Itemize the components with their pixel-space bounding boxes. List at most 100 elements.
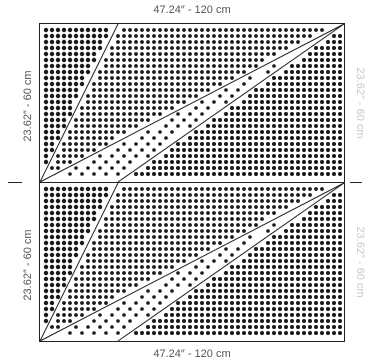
perforation-dot [308,241,312,245]
perforation-dot [194,160,198,164]
perforation-dot [146,211,150,215]
perforation-dot [55,63,61,69]
perforation-dot [140,46,144,50]
perforation-dot [170,70,174,74]
perforation-dot [266,124,270,128]
perforation-dot [188,82,192,86]
perforation-dot [182,199,186,203]
perforation-dot [152,82,156,86]
perforation-dot [176,76,180,80]
perforation-dot [176,40,180,44]
perforation-dot [116,64,120,68]
perforation-dot [134,247,138,251]
perforation-dot [128,307,132,311]
bottom-panel-dots [43,186,342,335]
perforation-dot [188,94,192,98]
perforation-dot [158,46,162,50]
perforation-dot [194,247,198,251]
perforation-dot [278,283,282,287]
perforation-dot [49,99,55,105]
perforation-dot [308,319,312,323]
perforation-dot [320,325,324,329]
perforation-dot [67,186,73,192]
perforation-dot [164,199,168,203]
perforation-dot [86,301,90,305]
perforation-dot [266,259,270,263]
perforation-dot [284,142,288,146]
perforation-dot [290,94,294,98]
perforation-dot [182,205,186,209]
perforation-dot [164,106,168,110]
perforation-dot [188,46,192,50]
perforation-dot [200,205,204,209]
perforation-dot [218,94,222,98]
perforation-dot [254,166,258,170]
perforation-dot [116,307,120,311]
perforation-dot [80,301,84,305]
perforation-dot [290,106,294,110]
perforation-dot [224,52,228,56]
perforation-dot [212,70,216,74]
perforation-dot [308,271,312,275]
perforation-dot [194,142,198,146]
perforation-dot [200,331,204,335]
perforation-dot [320,154,324,158]
perforation-dot [85,39,91,45]
perforation-dot [296,148,300,152]
perforation-dot [260,301,264,305]
perforation-dot [242,70,246,74]
perforation-dot [248,319,252,323]
perforation-dot [320,331,324,335]
perforation-dot [176,112,180,116]
perforation-dot [98,295,102,299]
perforation-dot [212,100,216,104]
perforation-dot [122,193,126,197]
perforation-dot [230,295,234,299]
perforation-dot [320,88,324,92]
perforation-dot [212,313,216,317]
perforation-dot [224,88,228,92]
perforation-dot [260,247,264,251]
perforation-dot [176,247,180,251]
perforation-dot [224,187,228,191]
perforation-dot [200,307,204,311]
perforation-dot [146,28,150,32]
perforation-dot [248,154,252,158]
perforation-dot [92,106,96,110]
perforation-dot [260,112,264,116]
perforation-dot [170,64,174,68]
perforation-dot [110,76,114,80]
perforation-dot [140,211,144,215]
perforation-dot [98,94,102,98]
perforation-dot [128,259,132,263]
perforation-dot [49,240,55,246]
perforation-dot [61,276,67,282]
perforation-dot [134,58,138,62]
perforation-dot [55,81,61,87]
perforation-dot [242,64,246,68]
perforation-dot [206,295,210,299]
perforation-dot [272,241,276,245]
perforation-dot [308,313,312,317]
perforation-dot [146,112,150,116]
perforation-dot [74,148,78,152]
perforation-dot [224,307,228,311]
perforation-dot [296,34,300,38]
perforation-dot [61,27,67,33]
perforation-dot [146,106,150,110]
perforation-dot [206,124,210,128]
perforation-dot [140,52,144,56]
perforation-dot [43,318,49,324]
perforation-dot [218,193,222,197]
perforation-dot [116,223,120,227]
perforation-dot [206,199,210,203]
perforation-dot [91,210,97,216]
perforation-dot [170,88,174,92]
perforation-dot [296,247,300,251]
perforation-dot [290,70,294,74]
perforation-dot [55,39,61,45]
perforation-dot [128,76,132,80]
perforation-dot [152,307,156,311]
perforation-dot [326,289,330,293]
perforation-dot [128,58,132,62]
